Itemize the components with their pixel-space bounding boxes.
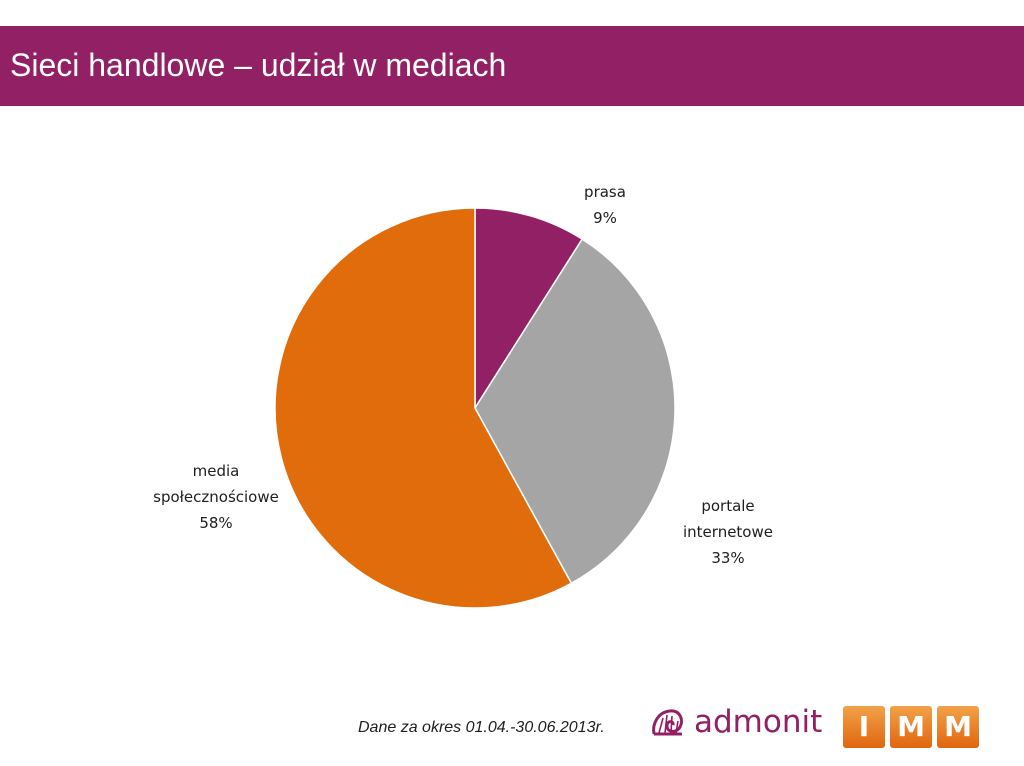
slide-title: Sieci handlowe – udział w mediach (10, 47, 507, 83)
admonit-wordmark: admonit (694, 704, 823, 740)
slide-header: Sieci handlowe – udział w mediach (0, 26, 1024, 106)
slice-category-label-2: media (193, 462, 240, 480)
data-period-note: Dane za okres 01.04.-30.06.2013r. (358, 719, 605, 736)
slice-value-label-2: 58% (199, 514, 232, 532)
imm-tile-i: I (843, 706, 885, 748)
admonit-shell-icon (652, 709, 684, 736)
slice-category-label-1: internetowe (683, 523, 773, 541)
slice-category-label-1: portale (701, 497, 754, 515)
pie-slice-0 (474, 207, 584, 411)
imm-tile-m1: M (890, 706, 932, 748)
pie-slice-2 (274, 207, 573, 609)
slice-value-label-1: 33% (711, 549, 744, 567)
imm-logo: I M M (843, 706, 981, 748)
pie-slice-1 (474, 238, 676, 585)
imm-tile-m2: M (937, 706, 979, 748)
slice-category-label-2: społecznościowe (153, 488, 279, 506)
slice-value-label-0: 9% (593, 209, 617, 227)
admonit-logo: admonit (650, 703, 840, 743)
slice-category-label-0: prasa (584, 183, 626, 201)
